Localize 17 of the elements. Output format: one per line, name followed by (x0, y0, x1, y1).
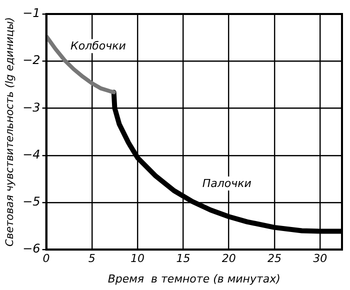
y-tick-label: −3 (22, 100, 40, 114)
y-axis-title: Световая чувствительность (lg единицы) (4, 17, 16, 246)
x-tick-label: 10 (130, 252, 145, 266)
x-axis-title: Время в темноте (в минутах) (108, 272, 280, 286)
x-tick-label: 25 (267, 252, 282, 266)
x-tick-label: 30 (313, 252, 328, 266)
x-tick-label: 0 (42, 252, 50, 266)
y-tick-label: −5 (22, 194, 40, 209)
x-tick-label: 5 (88, 252, 96, 266)
y-tick-label: −4 (22, 147, 40, 162)
y-tick-label: −6 (22, 242, 41, 256)
x-tick-label: 20 (222, 252, 236, 266)
x-tick-label: 15 (176, 252, 190, 266)
y-tick-label: −1 (22, 6, 40, 20)
y-tick-label: −2 (22, 53, 40, 68)
series-label: Колбочки (70, 40, 126, 53)
series-label: Палочки (202, 176, 252, 190)
